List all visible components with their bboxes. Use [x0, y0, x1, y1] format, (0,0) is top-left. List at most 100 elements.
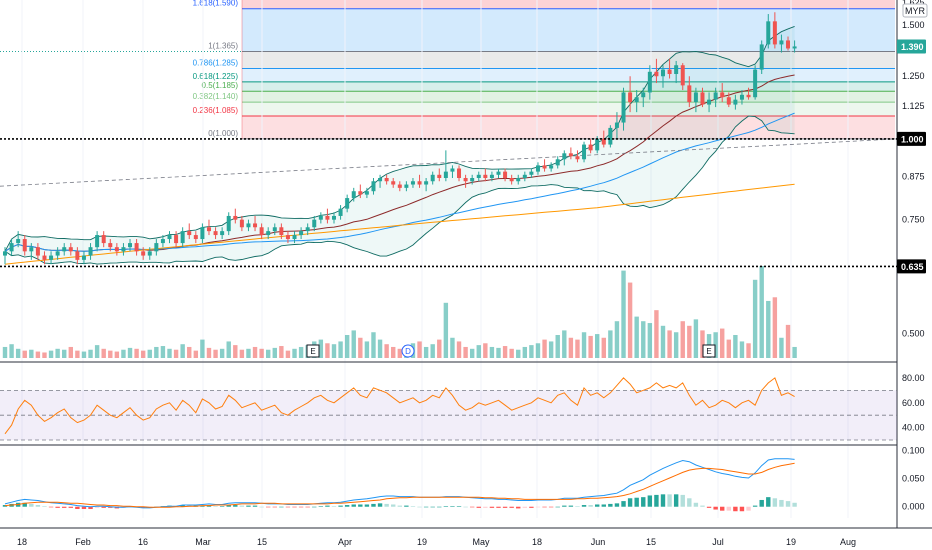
macd-histogram-bar: [358, 504, 363, 507]
volume-bar: [391, 346, 396, 358]
macd-histogram-bar: [535, 506, 541, 508]
macd-histogram-bar: [94, 506, 100, 508]
macd-histogram-bar: [68, 506, 73, 508]
volume-bar: [351, 330, 356, 358]
candle-body: [371, 181, 376, 192]
time-tick-label: Apr: [338, 537, 352, 547]
volume-bar: [496, 347, 501, 358]
volume-bar: [140, 350, 146, 358]
candle-body: [509, 178, 514, 182]
price-badge: [897, 39, 926, 54]
time-tick-label: 16: [138, 537, 148, 547]
volume-bar: [22, 350, 27, 358]
candle-body: [160, 239, 165, 244]
candle-body: [470, 178, 475, 182]
macd-histogram-bar: [608, 503, 613, 507]
earnings-marker: [702, 344, 716, 358]
time-tick-label: Aug: [840, 537, 856, 547]
macd-histogram-bar: [285, 506, 291, 508]
candle-body: [364, 191, 369, 195]
volume-bar: [364, 341, 370, 358]
horizontal-lines[interactable]: [0, 138, 897, 268]
macd-histogram-bar: [75, 506, 80, 509]
macd-histogram-bar: [766, 497, 771, 507]
candle-body: [720, 92, 725, 98]
fib-level-label: 0.5(1.185): [202, 81, 239, 90]
candle-body: [417, 181, 422, 185]
macd-histogram-bar: [272, 506, 277, 508]
candlesticks[interactable]: [3, 12, 797, 265]
candle-body: [739, 94, 744, 100]
candle-body: [713, 92, 718, 100]
volume-bar: [397, 348, 402, 358]
volume-bar: [226, 341, 231, 358]
volume-bar: [62, 349, 67, 358]
volume-bar: [121, 349, 126, 358]
candle-body: [759, 44, 764, 70]
volume-bar: [88, 349, 93, 358]
macd-histogram-bar: [759, 499, 764, 507]
candle-body: [522, 174, 527, 179]
macd-histogram-bar: [785, 501, 791, 507]
macd-histogram-bar: [108, 506, 113, 508]
volume-bar: [660, 325, 666, 358]
macd-histogram-bar: [568, 505, 574, 507]
candle-body: [95, 235, 100, 248]
candle-body: [141, 251, 146, 256]
macd-histogram-bar: [687, 498, 692, 507]
macd-histogram-bar: [384, 503, 389, 507]
macd-histogram-bar: [325, 505, 330, 507]
volume-bar: [318, 339, 324, 358]
macd-histogram-bar: [279, 506, 284, 508]
macd-histogram-bar: [496, 506, 501, 508]
fib-level-label: 0.786(1.285): [193, 58, 239, 67]
volume-bar: [331, 344, 337, 358]
volume-bar: [522, 346, 528, 358]
rsi-pane: [0, 377, 897, 441]
candle-body: [753, 69, 758, 98]
price-tick-label: 0.875: [902, 171, 925, 181]
volume-bar: [647, 323, 653, 358]
candle-body: [483, 174, 488, 179]
price-badge-label: 1.390: [901, 42, 924, 52]
candle-body: [680, 65, 685, 86]
volume-bar: [233, 345, 238, 358]
macd-histogram-bar: [621, 501, 626, 507]
volume-bar: [614, 321, 620, 358]
volume-bar: [252, 346, 258, 358]
candle-body: [687, 85, 692, 103]
macd-histogram-bar: [233, 505, 238, 507]
candle-body: [726, 97, 731, 105]
fibonacci-retracement[interactable]: 1.618(1.590) 1(1.365) 0.786(1.285) 0.618(1.…: [0, 0, 895, 140]
macd-histogram-bar: [726, 506, 731, 511]
volume-bar: [542, 339, 547, 358]
candle-body: [134, 243, 139, 252]
candle-body: [3, 251, 7, 256]
volume-bar: [246, 348, 251, 358]
volume-bar: [595, 334, 600, 358]
macd-histogram-bar: [443, 506, 449, 507]
macd-histogram-bar: [601, 504, 606, 507]
volume-bar: [259, 348, 264, 358]
candle-body: [641, 92, 646, 98]
macd-histogram-bar: [595, 504, 600, 507]
macd-histogram-bar: [437, 506, 442, 508]
candle-body: [667, 69, 672, 75]
volume-bar: [193, 350, 199, 358]
volume-bar: [48, 350, 54, 358]
candle-body: [206, 227, 211, 232]
macd-pane: [2, 458, 797, 512]
volume-bar: [213, 349, 218, 358]
time-tick-label: Feb: [75, 537, 91, 547]
macd-histogram-bar: [483, 506, 488, 508]
volume-bar: [344, 335, 350, 358]
currency-label: MYR: [902, 3, 928, 18]
macd-histogram-bar: [792, 502, 797, 507]
volume-bar: [693, 319, 699, 358]
candle-body: [285, 235, 290, 240]
macd-histogram-bar: [502, 506, 508, 508]
candle-body: [174, 235, 179, 244]
fib-level-label: 0.236(1.085): [193, 106, 239, 115]
